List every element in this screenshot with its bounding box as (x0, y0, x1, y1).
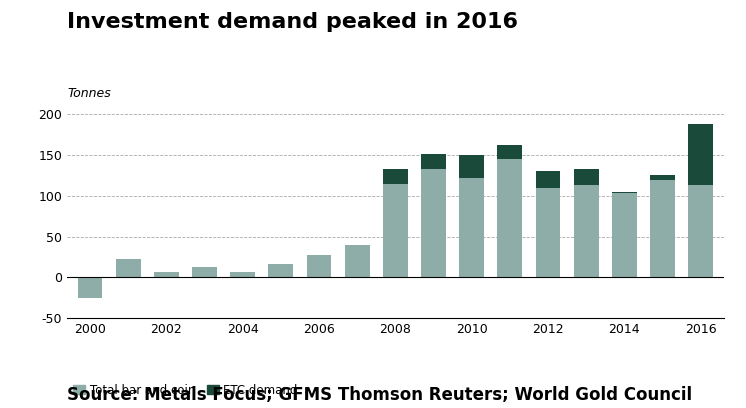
Bar (421, 154, 446, 169)
Bar (689, 185, 713, 277)
Bar (269, 264, 293, 277)
Legend: Total bar and coin, ETC demand: Total bar and coin, ETC demand (73, 384, 298, 397)
Bar (612, 193, 637, 277)
Bar (154, 272, 179, 277)
Bar (536, 188, 560, 277)
Bar (460, 155, 484, 178)
Bar (498, 159, 522, 277)
Bar (383, 169, 408, 184)
Bar (116, 259, 140, 277)
Bar (651, 180, 675, 277)
Bar (574, 169, 598, 277)
Bar (612, 192, 637, 193)
Bar (536, 171, 560, 188)
Bar (498, 145, 522, 159)
Bar (345, 245, 369, 277)
Bar (78, 277, 102, 298)
Bar (689, 124, 713, 185)
Text: Tonnes: Tonnes (67, 87, 111, 100)
Bar (574, 169, 598, 185)
Bar (192, 267, 217, 277)
Bar (383, 184, 408, 277)
Bar (421, 169, 446, 277)
Bar (231, 272, 255, 277)
Bar (460, 178, 484, 277)
Text: Source: Metals Focus; GFMS Thomson Reuters; World Gold Council: Source: Metals Focus; GFMS Thomson Reute… (67, 386, 692, 404)
Text: Investment demand peaked in 2016: Investment demand peaked in 2016 (67, 12, 518, 32)
Bar (651, 175, 675, 180)
Bar (307, 255, 331, 277)
